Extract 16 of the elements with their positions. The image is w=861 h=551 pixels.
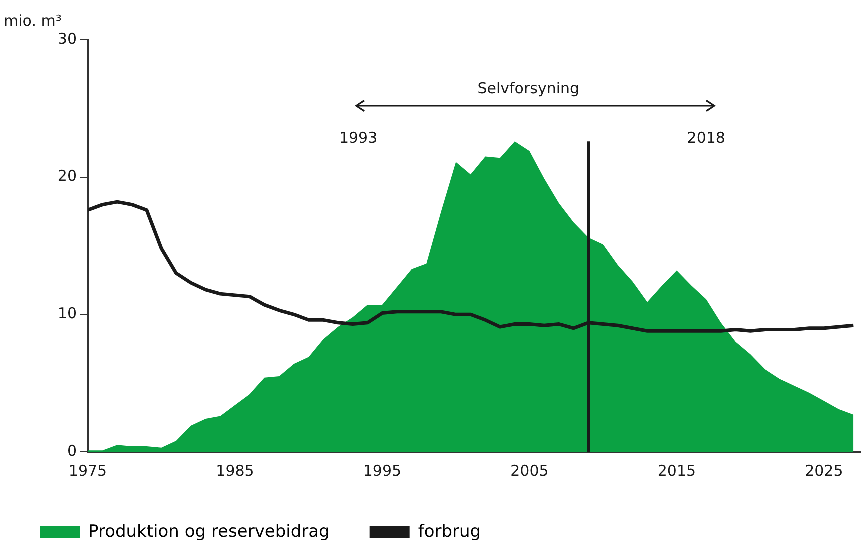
- x-tick-label: 1985: [216, 462, 254, 480]
- x-tick-label: 1995: [363, 462, 402, 480]
- legend-label: forbrug: [418, 522, 482, 542]
- annotation: Selvforsyning: [478, 79, 580, 98]
- x-tick-label: 1975: [68, 462, 108, 480]
- x-tick-label: 2005: [510, 462, 549, 480]
- y-axis-title: mio. m³: [4, 12, 62, 30]
- annotation: 2018: [687, 128, 726, 147]
- y-tick-label: 10: [58, 304, 77, 323]
- y-tick-label: 0: [67, 442, 77, 460]
- x-tick-label: 2015: [658, 462, 696, 480]
- x-tick-label: 2025: [805, 462, 844, 480]
- y-tick-label: 30: [58, 30, 77, 48]
- annotation: 1993: [339, 128, 378, 147]
- legend-label: Produktion og reservebidrag: [88, 522, 330, 542]
- y-tick-label: 20: [58, 167, 77, 186]
